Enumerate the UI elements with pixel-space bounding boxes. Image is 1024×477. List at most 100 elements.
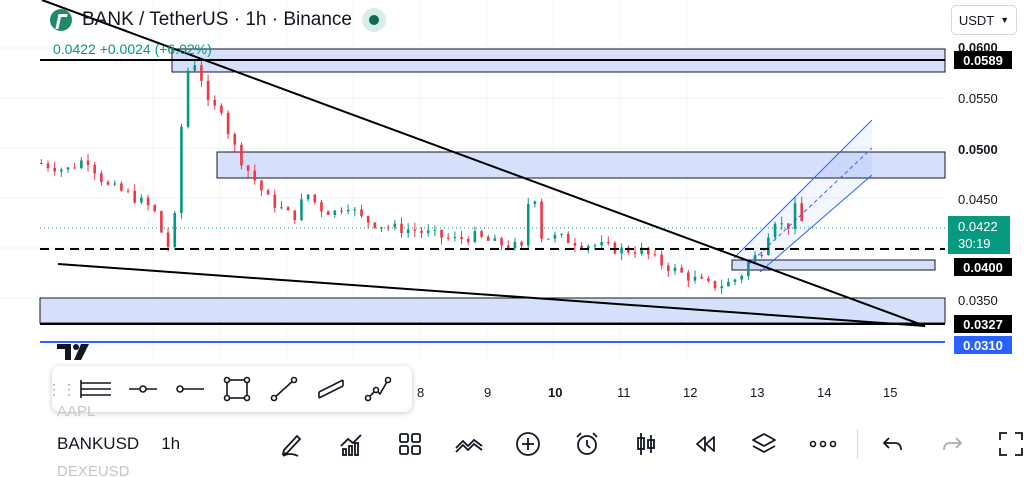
candle-body xyxy=(86,160,90,165)
price-axis-label: 0.0500 xyxy=(958,142,998,157)
candle-body xyxy=(326,211,330,215)
candle-body xyxy=(793,203,797,229)
candle-body xyxy=(560,233,563,235)
price-tag-support-low[interactable]: 0.0327 xyxy=(954,315,1012,333)
candle-body xyxy=(640,247,643,254)
price-axis-label: 0.0350 xyxy=(958,293,998,308)
candle-body xyxy=(767,237,770,255)
current-interval[interactable]: 1h xyxy=(161,434,181,453)
price-tag-resistance[interactable]: 0.0589 xyxy=(954,51,1012,69)
candle-body xyxy=(787,223,790,229)
candle-body xyxy=(553,234,557,239)
market-status-icon[interactable] xyxy=(362,8,386,32)
candle-body xyxy=(260,180,263,191)
replay-icon[interactable] xyxy=(675,424,734,464)
candle-body xyxy=(340,210,343,212)
price-axis-label: 0.0550 xyxy=(958,91,998,106)
candle-body xyxy=(66,167,70,170)
price-tag-support[interactable]: 0.0400 xyxy=(954,258,1012,276)
bar-countdown: 30:19 xyxy=(958,236,991,251)
pencil-drawing-icon[interactable] xyxy=(262,424,321,464)
candle-body xyxy=(667,265,670,272)
candle-body xyxy=(93,164,96,174)
add-circle-icon[interactable] xyxy=(498,424,557,464)
candle-body xyxy=(373,222,377,228)
chart-canvas[interactable] xyxy=(0,0,1024,400)
candle-body xyxy=(253,170,257,181)
candle-body xyxy=(473,231,477,242)
candle-body xyxy=(300,199,303,221)
candle-body xyxy=(286,207,290,211)
more-icon[interactable] xyxy=(793,424,852,464)
price-axis-label: 0.0450 xyxy=(958,192,998,207)
candle-body xyxy=(106,181,110,185)
candle-body xyxy=(280,207,283,209)
grid-apps-icon[interactable] xyxy=(380,424,439,464)
currency-select[interactable]: USDT ▼ xyxy=(951,5,1017,35)
time-axis-label: 14 xyxy=(817,385,832,400)
candle-body xyxy=(693,276,697,281)
horizontal-ray-icon[interactable] xyxy=(72,366,119,412)
candle-body xyxy=(466,239,470,242)
candle-body xyxy=(400,223,403,233)
indicators-icon[interactable] xyxy=(321,424,380,464)
candle-body xyxy=(273,194,277,208)
alarm-clock-icon[interactable] xyxy=(557,424,616,464)
candle-body xyxy=(380,227,383,229)
candle-body xyxy=(620,247,623,254)
bottom-toolbar[interactable] xyxy=(262,424,1024,464)
candles-type-icon[interactable] xyxy=(616,424,675,464)
candle-body xyxy=(233,134,237,145)
candle-body xyxy=(566,233,570,244)
channel-upper-line xyxy=(733,119,873,259)
trend-line-icon[interactable] xyxy=(260,366,307,412)
redo-icon[interactable] xyxy=(922,424,981,464)
ray-icon[interactable] xyxy=(166,366,213,412)
candle-body xyxy=(200,65,203,81)
candle-body xyxy=(320,202,323,212)
bank-logo-icon xyxy=(50,9,72,31)
toolbar-divider xyxy=(857,429,858,459)
parallel-channel-icon[interactable] xyxy=(307,366,354,412)
current-symbol[interactable]: BANKUSD xyxy=(57,434,140,453)
candle-body xyxy=(580,245,583,249)
fullscreen-icon[interactable] xyxy=(981,424,1024,464)
watchlist-next-symbol[interactable]: DEXEUSD xyxy=(57,463,130,477)
drawing-toolbar[interactable]: ⋮⋮ xyxy=(47,366,412,412)
price-tag-baseline[interactable]: 0.0310 xyxy=(954,336,1012,354)
layers-icon[interactable] xyxy=(734,424,793,464)
candle-body xyxy=(513,242,517,249)
candle-body xyxy=(426,230,430,233)
resistance-zone xyxy=(216,151,946,179)
currency-value: USDT xyxy=(958,12,995,28)
rectangle-icon[interactable] xyxy=(213,366,260,412)
candle-body xyxy=(727,281,730,287)
last-price: 0.0422 xyxy=(958,219,998,234)
time-axis-label: 11 xyxy=(617,385,631,400)
candle-body xyxy=(480,231,483,237)
last-price-box[interactable]: 0.0422 30:19 xyxy=(948,216,1010,254)
symbol-title[interactable]: BANK / TetherUS · 1h · Binance xyxy=(82,9,352,30)
chart-area[interactable] xyxy=(0,0,1024,400)
candle-body xyxy=(533,201,537,205)
symbol-header[interactable]: BANK / TetherUS · 1h · Binance xyxy=(50,8,386,32)
channel-lower-line xyxy=(759,174,873,273)
candle-body xyxy=(433,229,437,231)
time-axis-label: 13 xyxy=(750,385,765,400)
candle-body xyxy=(206,80,210,100)
path-icon[interactable] xyxy=(354,366,401,412)
current-symbol-row[interactable]: BANKUSD 1h xyxy=(57,434,180,454)
candle-body xyxy=(446,237,450,239)
drag-handle-icon[interactable]: ⋮⋮ xyxy=(47,380,77,397)
watchlist-prev-symbol[interactable]: AAPL xyxy=(57,403,96,420)
candle-body xyxy=(586,245,590,249)
candle-body xyxy=(226,112,230,135)
candle-body xyxy=(333,210,337,215)
compare-icon[interactable] xyxy=(439,424,498,464)
undo-icon[interactable] xyxy=(863,424,922,464)
candle-body xyxy=(680,267,683,273)
horizontal-line-icon[interactable] xyxy=(119,366,166,412)
chevron-down-icon: ▼ xyxy=(1000,15,1010,25)
candle-body xyxy=(173,212,177,247)
candle-body xyxy=(313,194,317,203)
